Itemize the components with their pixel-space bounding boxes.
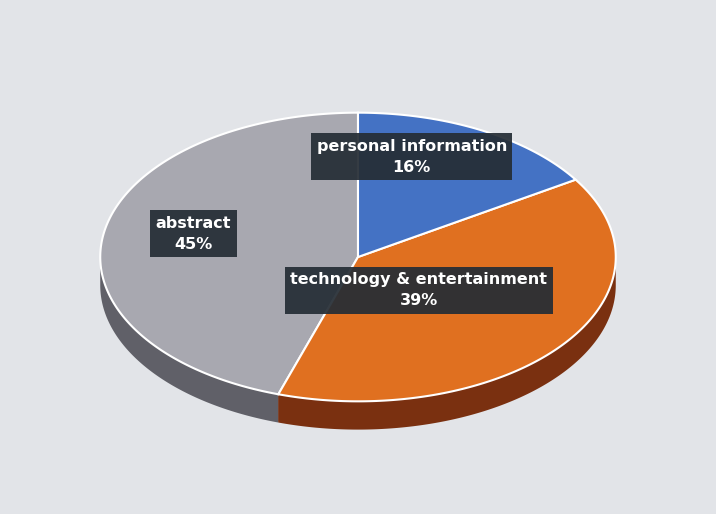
Text: personal information
16%: personal information 16% (316, 139, 507, 175)
Polygon shape (358, 113, 576, 257)
Polygon shape (279, 180, 616, 401)
Text: technology & entertainment
39%: technology & entertainment 39% (291, 272, 547, 308)
Polygon shape (100, 113, 358, 394)
Polygon shape (279, 257, 358, 423)
Polygon shape (279, 258, 616, 430)
Polygon shape (100, 258, 279, 423)
Text: abstract
45%: abstract 45% (155, 216, 231, 252)
